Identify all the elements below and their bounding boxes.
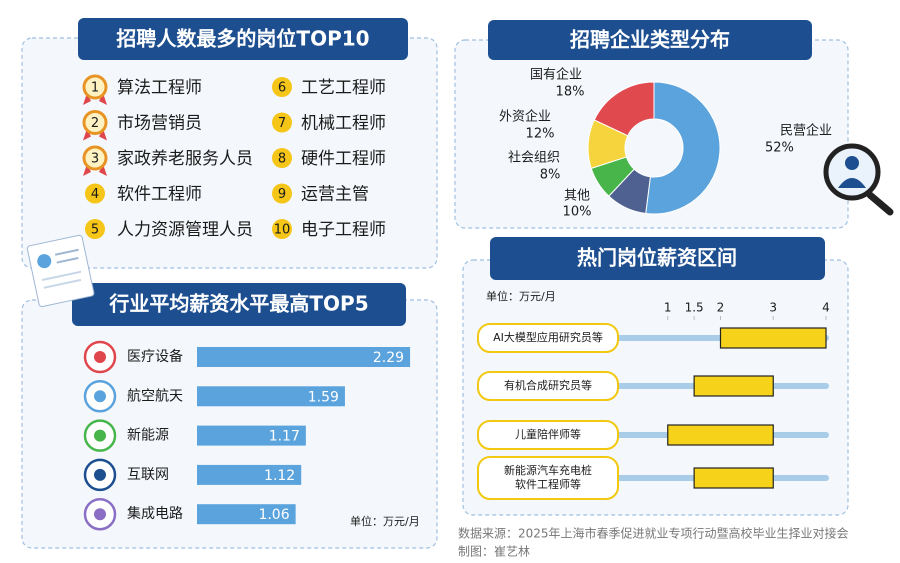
job-name: 硬件工程师 <box>301 149 386 169</box>
slice-value: 8% <box>540 168 561 183</box>
slice-label: 外资企业 <box>499 109 551 125</box>
panel-title: 热门岗位薪资区间 <box>577 246 737 270</box>
resume-icon <box>26 234 95 308</box>
category-label: 有机合成研究员等 <box>504 378 592 392</box>
credit: 制图：崔艺林 <box>458 545 530 559</box>
title-pill <box>78 18 408 60</box>
rank-number: 1 <box>91 81 99 96</box>
medal <box>82 110 108 135</box>
rank-badge <box>272 77 292 97</box>
unit-label: 单位：万元/月 <box>350 514 420 528</box>
value-label: 1.12 <box>264 468 295 484</box>
rank-number: 7 <box>278 116 286 131</box>
job-name: 电子工程师 <box>301 220 386 240</box>
rank-number: 6 <box>278 81 286 96</box>
range-bar <box>667 424 774 446</box>
x-tick-label: 3 <box>769 301 777 315</box>
category-label: 新能源汽车充电桩软件工程师等 <box>504 463 592 491</box>
panel-title: 行业平均薪资水平最高TOP5 <box>108 292 368 316</box>
panel-title: 招聘人数最多的岗位TOP10 <box>116 27 369 51</box>
slice-value: 12% <box>526 127 555 142</box>
range-bar <box>693 467 774 489</box>
slice-value: 18% <box>556 85 585 100</box>
job-name: 算法工程师 <box>117 78 202 98</box>
panel-pie <box>454 39 849 229</box>
industry-icon <box>94 429 106 442</box>
range-bar <box>693 375 774 397</box>
rank-number: 2 <box>91 116 99 131</box>
bar <box>197 347 411 367</box>
source: 数据来源：2025年上海市春季促进就业专项行动暨高校毕业生择业对接会 <box>458 526 849 541</box>
value-label: 1.59 <box>308 389 339 405</box>
medal <box>82 74 108 100</box>
slice-label: 其他 <box>564 189 590 204</box>
title-pill <box>72 283 406 326</box>
category-label: 互联网 <box>127 467 169 483</box>
medal-ribbon <box>83 128 107 141</box>
job-name: 工艺工程师 <box>301 78 386 98</box>
job-name: 软件工程师 <box>117 185 202 205</box>
rank-badge <box>272 219 292 239</box>
job-name: 机械工程师 <box>301 114 386 134</box>
rank-badge <box>272 112 292 133</box>
label-box <box>477 456 619 500</box>
job-name: 家政养老服务人员 <box>117 149 253 169</box>
slice-label: 国有企业 <box>530 67 582 83</box>
category-label: 航空航天 <box>127 388 183 404</box>
value-label: 1.17 <box>269 429 300 445</box>
category-label: 儿童陪伴师等 <box>515 427 581 441</box>
bar <box>197 386 345 407</box>
slice-label: 社会组织 <box>508 150 560 166</box>
label-box <box>477 323 619 353</box>
bar <box>197 504 296 525</box>
bar <box>197 425 306 446</box>
panel-title: 招聘企业类型分布 <box>570 28 730 52</box>
title-pill <box>488 20 812 60</box>
x-tick-label: 2 <box>717 301 725 315</box>
value-label: 1.06 <box>258 507 289 523</box>
category-label: 医疗设备 <box>127 348 183 365</box>
medal-ribbon <box>83 164 107 176</box>
x-tick-label: 1 <box>664 301 672 315</box>
label-box <box>477 371 619 401</box>
pie-slice <box>593 81 655 137</box>
rank-badge <box>85 219 105 239</box>
rank-badge <box>272 183 292 204</box>
value-label: 2.29 <box>373 350 404 366</box>
medal <box>82 145 108 171</box>
medal-ribbon <box>83 93 107 105</box>
rank-number: 10 <box>274 223 291 238</box>
industry-icon <box>94 468 106 481</box>
category-label: AI大模型应用研究员等 <box>493 330 603 344</box>
category-label: 新能源 <box>127 428 169 444</box>
bar <box>197 464 302 485</box>
rank-number: 8 <box>278 152 286 167</box>
unit-label: 单位：万元/月 <box>486 289 556 303</box>
rank-badge <box>85 183 105 204</box>
industry-icon <box>94 508 106 521</box>
rank-badge <box>272 148 292 168</box>
job-name: 人力资源管理人员 <box>117 220 253 240</box>
magnifier-icon <box>823 143 894 216</box>
category-label: 集成电路 <box>127 505 183 522</box>
industry-icon <box>94 390 106 403</box>
rank-number: 3 <box>91 152 99 167</box>
rank-number: 9 <box>278 187 286 202</box>
slice-value: 52% <box>765 141 794 156</box>
job-name: 运营主管 <box>301 185 369 205</box>
range-bar <box>719 327 827 349</box>
x-tick-label: 4 <box>822 301 830 315</box>
industry-icon <box>94 351 106 363</box>
pie-slice <box>645 81 721 215</box>
rank-number: 4 <box>91 187 99 202</box>
x-tick-label: 1.5 <box>685 301 704 315</box>
slice-value: 10% <box>563 205 592 220</box>
title-pill <box>490 237 825 280</box>
label-box <box>477 420 619 450</box>
rank-number: 5 <box>91 223 99 238</box>
slice-label: 民营企业 <box>780 123 832 139</box>
job-name: 市场营销员 <box>117 114 202 134</box>
